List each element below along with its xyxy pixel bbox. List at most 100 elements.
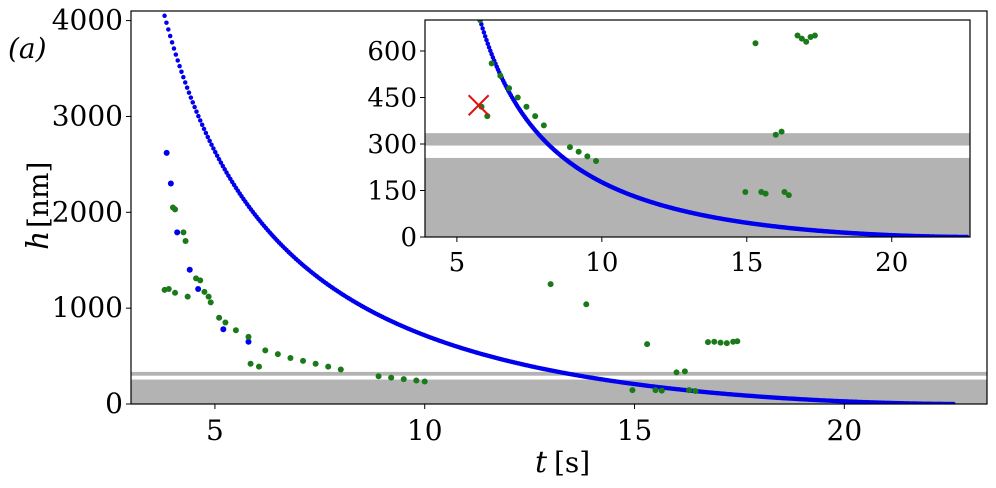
inset-data-point	[540, 122, 547, 129]
main-data-point	[216, 314, 223, 321]
inset-data-point	[506, 85, 513, 92]
main-data-point	[413, 377, 420, 384]
main-data-point	[245, 333, 252, 340]
main-curve-point	[203, 130, 209, 136]
inset-data-point	[523, 103, 530, 110]
y-axis-label-unit: [nm]	[22, 162, 55, 228]
main-data-point	[180, 229, 187, 236]
main-y-tick-label: 4000	[52, 4, 123, 37]
main-data-point	[652, 387, 659, 394]
main-data-point	[232, 327, 239, 334]
inset-data-point	[762, 190, 769, 197]
panel-label: (a)	[8, 32, 47, 65]
main-data-point	[692, 388, 699, 395]
main-curve-point	[205, 134, 211, 140]
main-curve-point	[207, 138, 212, 144]
main-curve-point	[218, 160, 224, 165]
main-curve-point	[190, 100, 195, 105]
main-data-point	[325, 363, 332, 370]
main-data-point	[375, 373, 382, 380]
main-data-point	[629, 387, 636, 394]
inset-curve-point	[485, 41, 491, 47]
inset-curve-point	[479, 22, 484, 27]
inset-plot: 5 10 15 20 0 150 300 450 600	[367, 19, 971, 278]
main-data-point	[686, 387, 693, 394]
main-y-tick-label: 1000	[52, 291, 123, 324]
main-data-point	[644, 341, 651, 348]
x-axis-label-var: t	[535, 445, 548, 480]
inset-data-point	[781, 189, 788, 196]
inset-data-point	[488, 60, 495, 67]
main-data-point	[300, 357, 307, 364]
inset-data-point	[742, 189, 749, 196]
main-data-point	[195, 285, 202, 292]
inset-data-point	[752, 40, 759, 47]
main-data-point	[205, 293, 212, 300]
inset-data-point	[772, 131, 779, 138]
main-curve-point	[199, 122, 205, 127]
main-data-point	[245, 338, 252, 345]
main-data-point	[312, 360, 319, 367]
main-curve-point	[198, 118, 203, 123]
main-x-tick-label: 5	[206, 414, 224, 447]
inset-y-tick-label: 600	[367, 37, 417, 67]
main-data-point	[186, 266, 193, 273]
main-curve-point	[194, 109, 199, 114]
main-data-point	[547, 281, 554, 288]
main-curve-point	[192, 104, 197, 110]
main-data-point	[165, 285, 172, 292]
inset-data-point	[566, 144, 573, 151]
main-data-point	[673, 369, 680, 376]
main-y-tick-label: 0	[105, 387, 123, 420]
inset-y-tick-label: 150	[367, 177, 417, 207]
inset-curve-point	[484, 37, 489, 43]
y-axis-label-var: h	[21, 231, 56, 250]
main-data-point	[201, 288, 208, 295]
main-curve-point	[188, 95, 194, 100]
main-frame	[130, 10, 988, 405]
main-curve-point	[162, 13, 167, 19]
main-data-point	[182, 238, 189, 245]
main-data-point	[400, 376, 407, 383]
main-curve-point	[169, 40, 175, 45]
inset-frame	[424, 19, 971, 238]
main-data-point	[711, 338, 718, 345]
inset-x-tick-label: 20	[875, 248, 908, 278]
main-curve-point	[164, 20, 169, 25]
x-axis-label-unit: [s]	[554, 446, 590, 479]
main-data-point	[174, 229, 181, 236]
main-curve-point	[167, 33, 173, 39]
main-curve-point	[216, 156, 222, 162]
inset-x-tick-label: 5	[449, 248, 466, 278]
inset-data-point	[778, 128, 785, 135]
inset-shaded-band-0	[425, 157, 970, 237]
main-curve-point	[179, 69, 184, 74]
inset-data-point	[803, 38, 810, 45]
main-data-point	[388, 374, 395, 381]
main-data-point	[207, 299, 214, 306]
inset-y-tick-label: 0	[400, 223, 417, 253]
inset-y-tick-label: 450	[367, 84, 417, 114]
inset-curve-point	[486, 45, 492, 50]
main-x-tick-label: 15	[617, 414, 653, 447]
main-curve-point	[171, 46, 177, 51]
main-curve-point	[181, 74, 186, 80]
main-curve-point	[177, 63, 182, 69]
main-curve-point	[166, 27, 171, 32]
inset-data-point	[514, 94, 521, 101]
inset-curve-point	[480, 26, 485, 31]
main-curve-point	[220, 163, 226, 169]
main-curve-point	[175, 58, 180, 63]
inset-data-point	[532, 113, 539, 120]
inset-data-point	[794, 32, 801, 39]
inset-data-point	[477, 20, 484, 23]
inset-data-point	[575, 148, 582, 155]
main-data-point	[247, 360, 254, 367]
main-data-point	[658, 387, 665, 394]
main-data-point	[220, 326, 227, 333]
main-curve-point	[186, 90, 192, 95]
main-curve-point	[182, 80, 188, 85]
inset-data-point	[593, 158, 600, 165]
main-data-point	[255, 363, 262, 370]
main-curve-point	[184, 85, 190, 90]
